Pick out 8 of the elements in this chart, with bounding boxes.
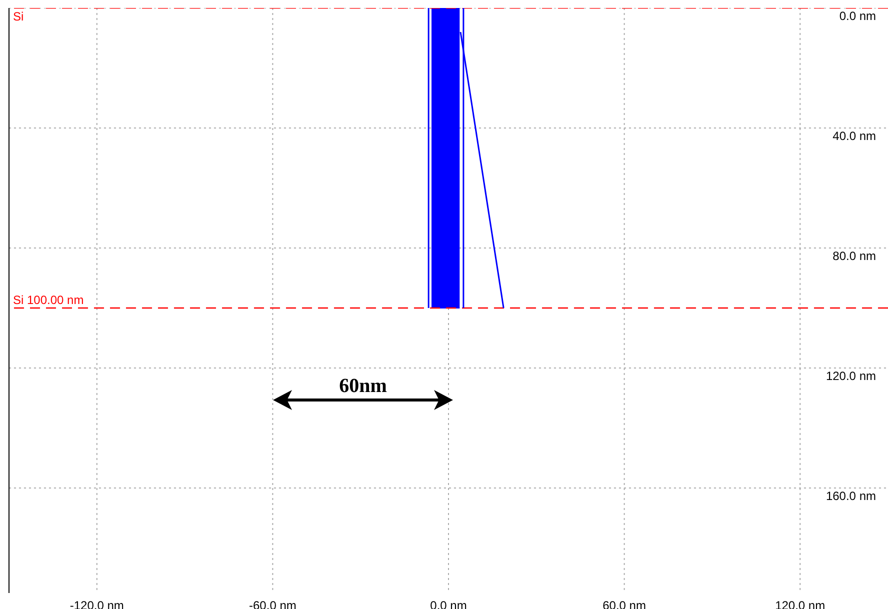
ref-line-label: Si 100.00 nm [13,293,84,307]
y-tick-label: 0.0 nm [839,9,876,23]
annotation: 60nm [339,375,388,397]
ref-line-label: Si [13,10,24,24]
y-tick-label: 160.0 nm [826,489,876,503]
y-tick-label: 80.0 nm [832,249,876,263]
y-tick-label: 40.0 nm [832,129,876,143]
y-tick-label: 120.0 nm [826,369,876,383]
